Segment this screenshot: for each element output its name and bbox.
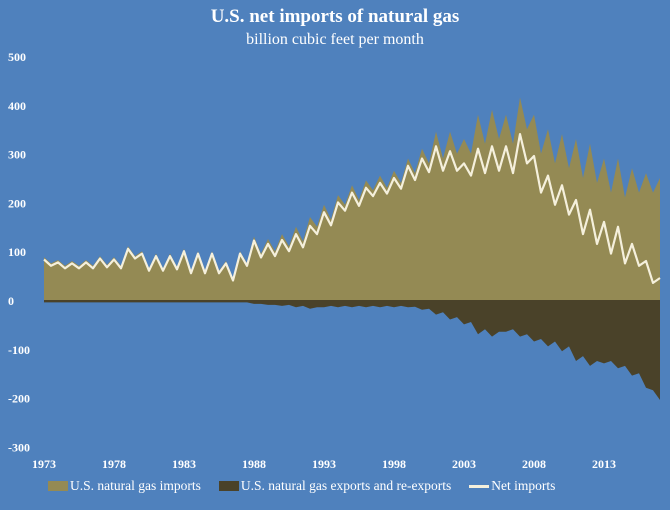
legend-label-net: Net imports	[491, 478, 556, 493]
y-tick-label: 200	[8, 196, 26, 210]
exports-area	[44, 300, 660, 400]
x-tick-label: 2013	[592, 457, 616, 471]
x-tick-label: 1978	[102, 457, 126, 471]
x-tick-label: 1973	[32, 457, 56, 471]
y-tick-label: 300	[8, 148, 26, 162]
legend-item-imports: U.S. natural gas imports	[48, 478, 201, 494]
chart-title: U.S. net imports of natural gas	[210, 6, 460, 27]
y-tick-label: 500	[8, 50, 26, 64]
x-tick-label: 2008	[522, 457, 546, 471]
y-tick-label: -100	[8, 343, 30, 357]
chart-subtitle: billion cubic feet per month	[246, 31, 424, 48]
x-tick-label: 2003	[452, 457, 476, 471]
legend-label-exports: U.S. natural gas exports and re-exports	[240, 478, 452, 493]
legend: U.S. natural gas imports U.S. natural ga…	[48, 478, 555, 494]
legend-line-net	[469, 484, 490, 488]
legend-label-imports: U.S. natural gas imports	[70, 478, 201, 493]
y-tick-label: -200	[8, 392, 30, 406]
x-tick-label: 1993	[312, 457, 336, 471]
x-tick-label: 1998	[382, 457, 406, 471]
legend-item-exports: U.S. natural gas exports and re-exports	[218, 478, 452, 494]
y-tick-label: 0	[8, 294, 14, 308]
x-tick-label: 1983	[172, 457, 196, 471]
y-tick-label: -300	[8, 440, 30, 454]
imports-area	[44, 97, 660, 300]
legend-swatch-imports	[48, 481, 68, 491]
y-tick-label: 100	[8, 245, 26, 259]
legend-item-net: Net imports	[469, 478, 555, 494]
y-tick-label: 400	[8, 99, 26, 113]
net-imports-line	[43, 133, 661, 284]
x-tick-label: 1988	[242, 457, 266, 471]
legend-swatch-exports	[218, 481, 239, 491]
